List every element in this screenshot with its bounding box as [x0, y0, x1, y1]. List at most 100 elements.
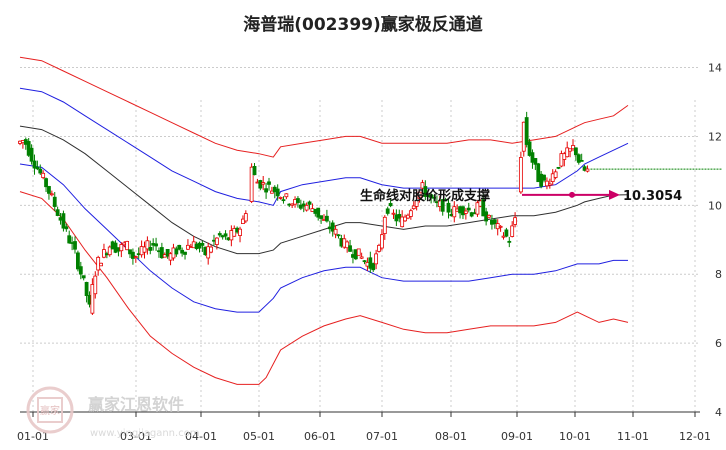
candle-body [362, 260, 367, 263]
candle-body [571, 145, 575, 150]
candle-body [180, 249, 185, 254]
watermark: 赢家 赢家江恩软件 www.yingjiagann.com [26, 386, 200, 439]
candle-body [368, 257, 373, 269]
candle-body [76, 252, 80, 270]
candle-body [411, 205, 416, 210]
candle-body [403, 216, 407, 222]
candle-body [432, 196, 436, 199]
candle-body [128, 249, 132, 255]
candle-body [269, 190, 274, 194]
candle-body [487, 215, 491, 218]
candle-body [397, 213, 402, 219]
candle-body [177, 244, 182, 250]
candle-body [408, 210, 413, 217]
y-tick-label: 6 [715, 337, 722, 350]
candle-body [278, 196, 283, 199]
chart-title: 海普瑞(002399)赢家极反通道 [243, 14, 483, 35]
candle-body [576, 154, 581, 163]
candle-body [345, 241, 350, 249]
candle-body [391, 212, 396, 215]
watermark-seal-icon: 赢家 [26, 386, 74, 434]
candle-body [78, 266, 83, 275]
candle-body [423, 186, 428, 197]
y-tick-label: 10 [708, 199, 722, 212]
candle-body [568, 148, 572, 152]
candle-body [217, 233, 222, 236]
x-tick-label: 01-01 [17, 430, 49, 443]
x-tick-label: 07-01 [366, 430, 398, 443]
candle-body [585, 168, 590, 172]
x-tick-label: 04-01 [185, 430, 217, 443]
candle-body [267, 181, 271, 185]
support-annotation: 生命线对股价形成支撑 10.3054 [360, 188, 682, 204]
candle-body [249, 166, 254, 202]
candle-body [154, 243, 158, 247]
candle-body [281, 199, 286, 202]
candle-body [324, 215, 329, 222]
candle-body [29, 147, 34, 162]
candle-body [446, 202, 451, 213]
candle-body [32, 160, 37, 169]
candle-body [330, 222, 335, 232]
candle-body [463, 210, 468, 214]
candle-body [348, 245, 352, 252]
candle-body [125, 240, 130, 251]
x-axis-ticks: 01-01 03-01 04-01 05-01 06-01 07-01 08-01 09-01… [17, 412, 711, 443]
candle-body [481, 199, 486, 217]
candle-body [145, 240, 150, 250]
candle-body [252, 166, 257, 176]
candle-body [382, 216, 387, 234]
candle-body [61, 213, 66, 229]
candle-body [545, 180, 549, 187]
candle-body [52, 196, 57, 207]
watermark-seal-text: 赢家 [40, 404, 60, 417]
candle-body [530, 152, 535, 163]
candle-body [579, 159, 584, 162]
x-tick-label: 06-01 [304, 430, 336, 443]
candle-body [223, 233, 228, 237]
candle-body [475, 202, 480, 215]
candle-body [510, 225, 515, 237]
candle-body [35, 166, 40, 170]
series-line-upper_outer [19, 56, 629, 158]
candle-body [414, 200, 419, 207]
candle-body [307, 201, 312, 205]
x-tick-label: 03-01 [120, 430, 152, 443]
candle-body [417, 191, 422, 199]
candle-body [41, 172, 46, 179]
candle-body [452, 206, 457, 218]
candle-body [513, 217, 517, 225]
x-tick-label: 09-01 [501, 430, 533, 443]
candle-body [90, 284, 95, 314]
y-tick-label: 8 [715, 268, 722, 281]
candle-body [507, 240, 512, 243]
candle-body [319, 215, 324, 219]
candle-body [275, 188, 280, 197]
candle-body [371, 263, 376, 271]
annotation-dot [569, 191, 575, 198]
candle-body [298, 204, 303, 209]
y-tick-label: 4 [715, 406, 722, 419]
candle-body [304, 204, 309, 211]
candle-body [284, 193, 289, 198]
candle-body [290, 203, 295, 206]
candle-body [119, 244, 124, 252]
candle-body [165, 248, 170, 257]
candle-body [133, 256, 138, 258]
y-tick-label: 12 [708, 130, 722, 143]
y-axis-ticks: 4 6 8 10 12 14 [708, 62, 722, 419]
x-tick-label: 05-01 [243, 430, 275, 443]
candle-body [44, 178, 48, 188]
candle-body [209, 246, 213, 253]
candle-body [241, 218, 245, 224]
candle-body [47, 186, 51, 194]
annotation-value: 10.3054 [623, 189, 682, 204]
candle-body [183, 251, 187, 255]
candle-body [67, 235, 72, 244]
candle-body [93, 275, 98, 295]
candle-body [498, 225, 503, 228]
candle-body [385, 208, 390, 214]
candle-body [148, 246, 153, 251]
candle-body [38, 168, 43, 174]
x-tick-label: 11-01 [617, 430, 649, 443]
